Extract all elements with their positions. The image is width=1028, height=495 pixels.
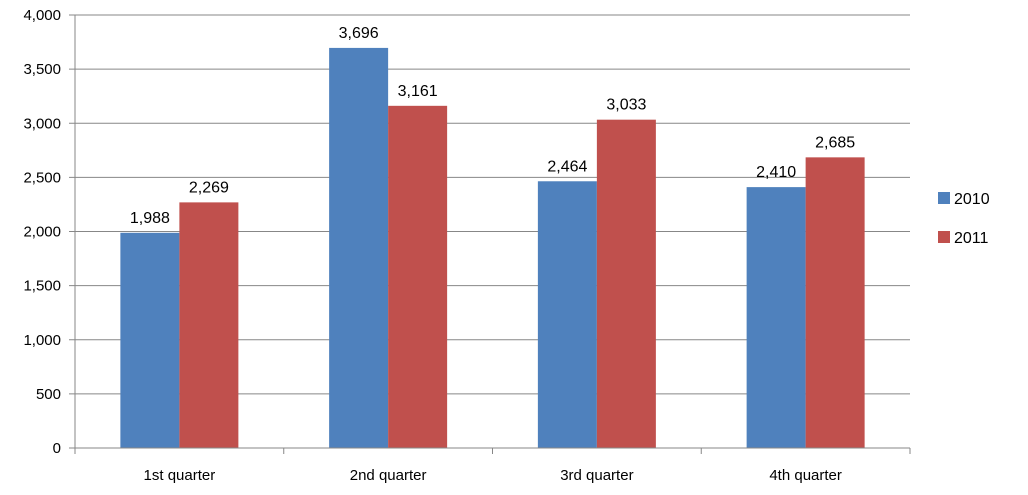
data-label: 2,410: [756, 164, 796, 181]
data-label: 1,988: [130, 210, 170, 227]
category-label: 1st quarter: [144, 467, 216, 484]
category-label: 2nd quarter: [350, 467, 427, 484]
data-label: 2,269: [189, 179, 229, 196]
y-tick-label: 1,500: [23, 278, 61, 295]
bars: [120, 47, 865, 449]
y-tick-label: 2,000: [23, 224, 61, 241]
y-tick-label: 2,500: [23, 169, 61, 186]
legend-label: 2010: [954, 191, 990, 208]
y-tick-label: 500: [36, 386, 61, 403]
legend: 2010 2011: [938, 191, 990, 247]
category-label: 3rd quarter: [560, 467, 633, 484]
y-tick-label: 3,500: [23, 61, 61, 78]
bar-2010-3: [537, 181, 597, 448]
bar-2011-2: [388, 105, 448, 448]
bar-2010-1: [120, 232, 180, 448]
bar-2011-3: [596, 119, 656, 449]
bar-2011-4: [805, 157, 865, 448]
bar-2010-4: [746, 187, 806, 448]
data-label: 2,464: [547, 158, 587, 175]
bar-2010-2: [329, 47, 389, 449]
category-label: 4th quarter: [769, 467, 842, 484]
data-label: 3,033: [606, 97, 646, 114]
legend-label: 2011: [954, 230, 989, 247]
y-tick-label: 1,000: [23, 332, 61, 349]
legend-swatch-2010: [938, 192, 950, 204]
y-tick-label: 3,000: [23, 115, 61, 132]
data-label: 2,685: [815, 134, 855, 151]
labels: 0 500 1,000 1,500 2,000 2,500 3,000 3,500 4,000 1…: [23, 7, 855, 484]
y-tick-label: 0: [53, 440, 61, 457]
legend-swatch-2011: [938, 231, 950, 243]
data-label: 3,696: [339, 25, 379, 42]
data-label: 3,161: [398, 83, 438, 100]
axes: [69, 14, 911, 454]
bar-2011-1: [179, 202, 239, 448]
y-tick-label: 4,000: [23, 7, 61, 24]
